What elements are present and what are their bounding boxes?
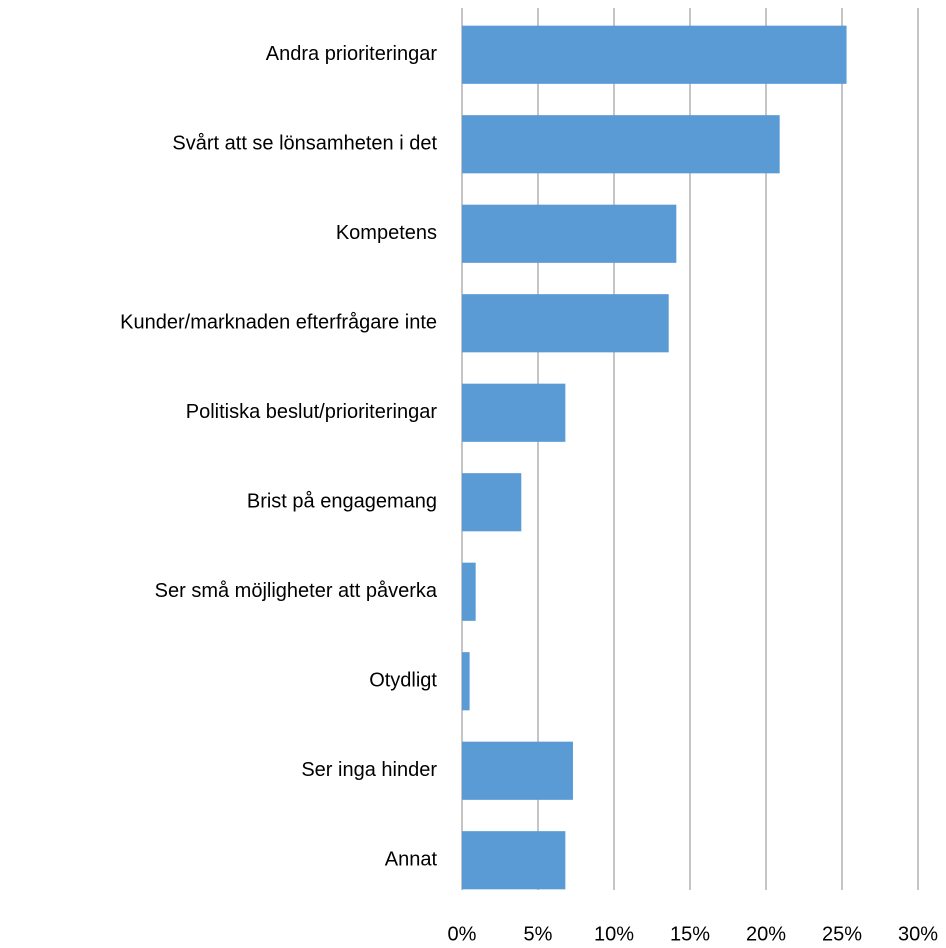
bar [462,652,470,711]
bar [462,562,476,621]
bar [462,25,847,84]
x-tick-label: 0% [448,923,477,945]
bar [462,294,669,353]
y-tick-label: Kompetens [336,222,437,244]
x-tick-label: 30% [898,923,938,945]
y-tick-label: Svårt att se lönsamheten i det [172,133,437,155]
y-tick-label: Kunder/marknaden efterfrågare inte [120,312,437,334]
bar [462,831,566,890]
bar [462,741,573,800]
x-tick-label: 10% [594,923,634,945]
x-tick-label: 15% [670,923,710,945]
bar [462,204,677,263]
y-tick-label: Annat [385,849,438,871]
y-tick-label: Brist på engagemang [247,491,437,513]
bar [462,383,566,442]
y-tick-label: Andra prioriteringar [266,43,438,65]
bar [462,115,780,174]
y-tick-label: Politiska beslut/prioriteringar [186,401,438,423]
x-tick-label: 20% [746,923,786,945]
y-tick-label: Ser inga hinder [301,759,437,781]
y-tick-label: Otydligt [369,670,437,692]
x-tick-label: 25% [822,923,862,945]
bar [462,473,522,532]
y-tick-label: Ser små möjligheter att påverka [155,580,438,602]
x-tick-label: 5% [524,923,553,945]
